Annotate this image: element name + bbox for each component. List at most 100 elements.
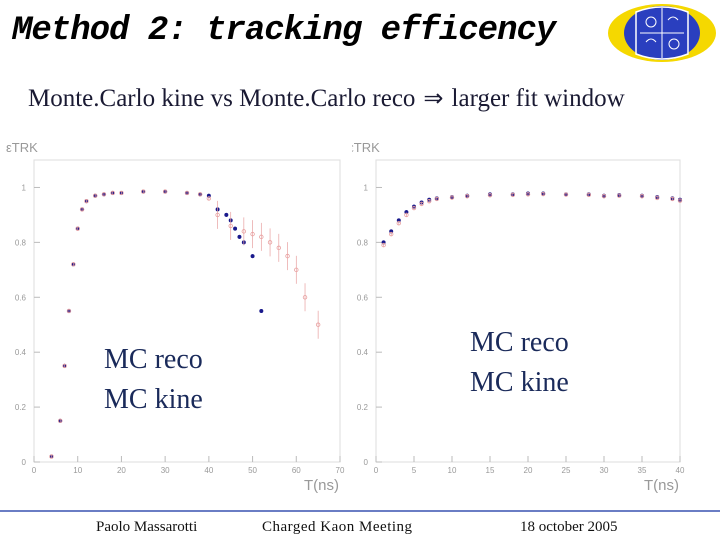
- x-tick-label: 35: [638, 466, 647, 475]
- subtitle: Monte.Carlo kine vs Monte.Carlo reco ⇒ lar…: [28, 84, 625, 113]
- x-tick-label: 40: [676, 466, 685, 475]
- data-point: [110, 190, 115, 196]
- data-point: [228, 223, 233, 229]
- data-point: [540, 191, 546, 197]
- y-tick-label: 0.4: [15, 348, 27, 357]
- data-point: [237, 234, 242, 239]
- data-point: [66, 308, 72, 314]
- x-tick-label: 20: [117, 466, 126, 475]
- y-tick-label: 0.8: [357, 238, 369, 247]
- x-tick-label: 15: [486, 466, 495, 475]
- footer-meeting: Charged Kaon Meeting: [262, 519, 413, 535]
- data-point: [119, 190, 124, 196]
- data-point: [426, 198, 432, 204]
- legend-right: MC reco MC kine: [470, 323, 569, 403]
- footer-bar: [0, 512, 720, 540]
- data-point: [71, 262, 76, 267]
- x-axis-label: T(ns): [644, 477, 679, 494]
- data-point: [101, 192, 107, 197]
- data-point: [411, 205, 417, 211]
- x-tick-label: 10: [73, 466, 82, 475]
- efficiency-plot-right: 00.20.40.60.810510152025303540εTRKT(ns): [352, 140, 685, 494]
- data-point: [75, 226, 80, 231]
- data-point: [224, 212, 229, 217]
- slide-title: Method 2: tracking efficency: [12, 12, 556, 50]
- legend-left: MC reco MC kine: [104, 340, 203, 420]
- data-point: [197, 192, 203, 197]
- x-tick-label: 70: [336, 466, 345, 475]
- data-point: [206, 196, 212, 201]
- plot-frame: [33, 159, 341, 463]
- data-point: [389, 231, 394, 237]
- footer-author: Paolo Massarotti: [96, 519, 198, 535]
- footer-divider: [0, 510, 720, 512]
- y-tick-label: 0.8: [15, 238, 27, 247]
- y-tick-label: 0.2: [357, 403, 369, 412]
- data-point: [601, 194, 607, 199]
- y-tick-label: 0.4: [357, 348, 369, 357]
- x-tick-label: 0: [374, 466, 379, 475]
- x-tick-label: 0: [32, 466, 37, 475]
- x-axis-label: T(ns): [304, 477, 339, 494]
- data-point: [233, 226, 238, 231]
- y-tick-label: 0.2: [15, 403, 27, 412]
- data-point: [510, 192, 515, 198]
- data-point: [259, 308, 264, 313]
- x-tick-label: 40: [204, 466, 213, 475]
- x-tick-label: 30: [600, 466, 609, 475]
- kloe-logo: [608, 4, 716, 62]
- legend-mc-kine: MC kine: [470, 367, 569, 398]
- data-point: [586, 192, 591, 198]
- data-point: [677, 198, 683, 203]
- data-point: [449, 195, 455, 200]
- footer-date: 18 october 2005: [520, 519, 618, 535]
- y-tick-label: 0: [22, 458, 27, 467]
- data-point: [250, 254, 255, 259]
- data-point: [563, 192, 569, 197]
- data-point: [162, 189, 168, 194]
- data-point: [58, 418, 63, 424]
- x-tick-label: 50: [248, 466, 257, 475]
- x-tick-label: 60: [292, 466, 301, 475]
- data-point: [79, 207, 85, 212]
- implies-arrow: ⇒: [423, 86, 444, 112]
- y-tick-label: 0.6: [357, 293, 369, 302]
- y-tick-label: 0: [364, 458, 369, 467]
- data-point: [639, 194, 645, 199]
- data-point: [670, 196, 675, 202]
- data-point: [285, 253, 290, 259]
- data-point: [49, 454, 54, 459]
- data-point: [92, 193, 98, 198]
- data-point: [655, 195, 660, 201]
- data-point: [62, 363, 67, 369]
- data-point: [419, 201, 424, 207]
- data-point: [381, 242, 386, 248]
- data-point: [241, 229, 247, 234]
- subtitle-left: Monte.Carlo kine vs Monte.Carlo reco: [28, 85, 416, 112]
- data-point: [525, 192, 531, 197]
- data-point: [84, 198, 89, 204]
- x-tick-label: 30: [161, 466, 170, 475]
- data-point: [267, 240, 273, 245]
- data-point: [250, 231, 255, 237]
- y-tick-label: 1: [22, 183, 27, 192]
- data-point: [464, 194, 470, 199]
- data-point: [141, 189, 146, 194]
- subtitle-right: larger fit window: [451, 85, 625, 112]
- legend-mc-reco: MC reco: [470, 327, 569, 358]
- y-axis-label: εTRK: [6, 140, 38, 155]
- data-point: [617, 193, 622, 198]
- data-point: [215, 212, 220, 218]
- data-point: [294, 267, 299, 273]
- y-tick-label: 1: [364, 183, 369, 192]
- data-point: [302, 295, 308, 300]
- data-point: [487, 192, 493, 198]
- data-point: [259, 234, 264, 240]
- y-axis-label: εTRK: [352, 140, 380, 155]
- data-point: [184, 190, 190, 196]
- y-tick-label: 0.6: [15, 293, 27, 302]
- legend-mc-reco: MC reco: [104, 344, 203, 375]
- data-point: [276, 245, 281, 251]
- data-point: [404, 212, 409, 218]
